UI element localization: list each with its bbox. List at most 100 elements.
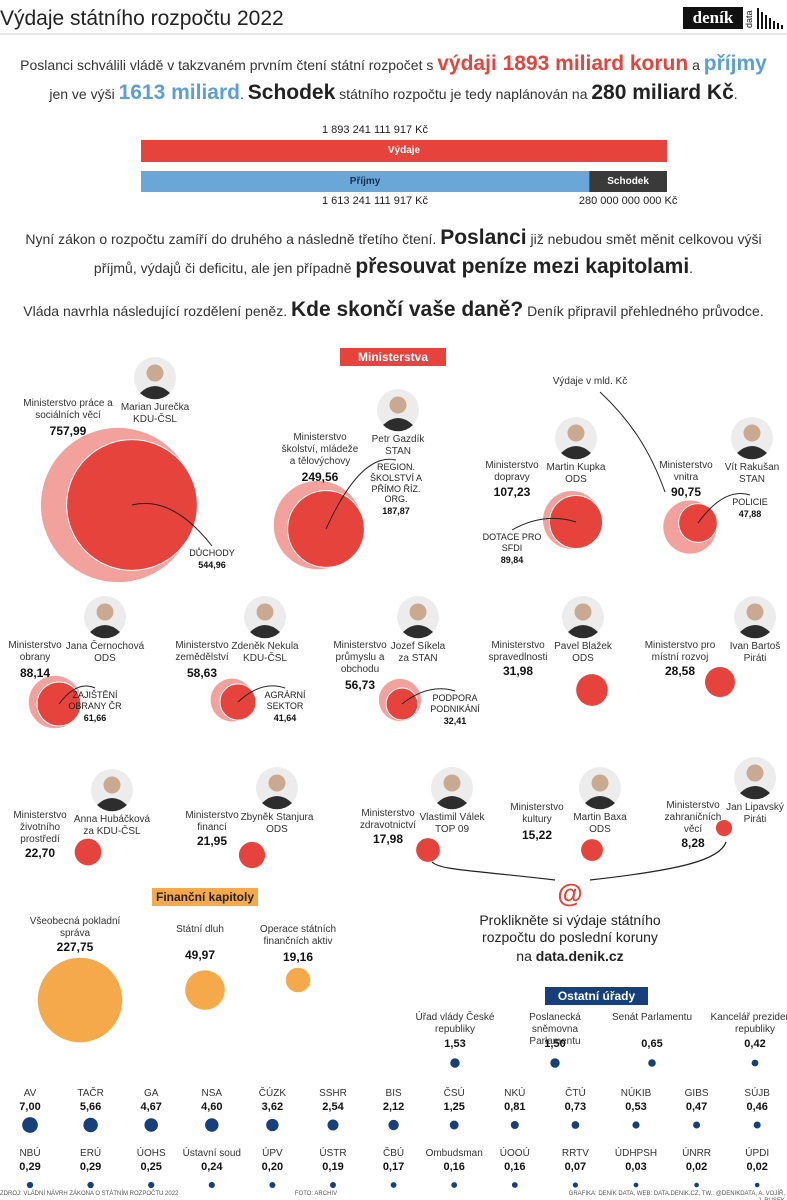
office-name: ČTÚ	[565, 1088, 586, 1099]
dot	[148, 1181, 155, 1189]
office-value: 0,42	[744, 1038, 766, 1050]
office-value: 0,02	[746, 1161, 768, 1173]
ministry-name: Ministerstvo práce a sociálních věcí	[23, 398, 113, 421]
office-value: 2,12	[382, 1101, 405, 1113]
portrait-head	[746, 764, 764, 782]
office-name: RRTV	[561, 1148, 589, 1159]
paragraph: Vláda navrhla následující rozdělení peně…	[20, 296, 767, 325]
office-name: NBÚ	[19, 1148, 41, 1159]
office-value: 0,16	[504, 1161, 526, 1173]
paragraph: Poslanci schválili vládě v takzvaném prv…	[20, 50, 767, 108]
office-name: ČSÚ	[443, 1088, 465, 1099]
ministry-name: Ministerstvo zdravotnictví	[359, 808, 417, 831]
dot	[633, 1182, 639, 1188]
office-name: ÚNRR	[682, 1148, 712, 1159]
bar-name: Příjmy	[349, 176, 381, 187]
chapter-name: Operace státních finančních aktiv	[259, 924, 337, 947]
person-name: Pavel Blažek	[554, 641, 612, 652]
office-value: 1,53	[444, 1038, 466, 1050]
ministry-name: Ministerstvo zemědělství	[175, 640, 229, 663]
sub-value: 41,64	[273, 713, 297, 723]
office-name: Ombudsman	[425, 1148, 483, 1159]
dot	[451, 1182, 458, 1188]
footer-source: ZDROJ: VLÁDNÍ NÁVRH ZÁKONA O STÁTNÍM ROZ…	[0, 1191, 179, 1197]
ministry-name: Ministerstvo školství, mládeže a tělovýc…	[281, 432, 359, 467]
person-party: za STAN	[398, 653, 438, 664]
portrait-body	[97, 798, 127, 812]
office-value: 7,00	[19, 1101, 41, 1113]
ministry-value: 8,28	[681, 836, 705, 850]
office-value: 0,46	[746, 1101, 768, 1113]
dot	[693, 1121, 701, 1129]
text-run: .	[239, 86, 248, 102]
portrait-head	[443, 774, 461, 792]
office-value: 0,20	[261, 1161, 284, 1173]
bar	[589, 171, 667, 192]
unit-arrow	[599, 391, 666, 493]
chapter-value: 19,16	[282, 950, 314, 964]
portrait-body	[437, 796, 467, 810]
sub-name: DOTACE PRO SFDI	[482, 532, 542, 553]
office-value: 0,25	[140, 1161, 162, 1173]
portrait-head	[268, 774, 286, 792]
office-value: 1,25	[443, 1101, 465, 1113]
section-heading: Ministerstva	[357, 350, 429, 364]
dot	[449, 1120, 459, 1130]
office-name: ČBÚ	[383, 1148, 405, 1159]
ministry-name: Ministerstvo financí	[185, 810, 239, 833]
person-name: Marian Jurečka	[120, 402, 190, 413]
person-party: ODS	[565, 474, 587, 485]
bubble	[185, 970, 225, 1010]
bubble	[416, 838, 440, 862]
office-name: ÚPV	[262, 1148, 283, 1159]
portrait-head	[389, 396, 407, 414]
office-value: 0,47	[685, 1101, 708, 1113]
link[interactable]: data.denik.cz	[535, 948, 624, 964]
bubble	[37, 957, 123, 1043]
ministry-value: 17,98	[372, 832, 404, 846]
callout-link-line: na data.denik.cz	[470, 948, 670, 965]
text-run: přesouvat peníze mezi kapitolami	[355, 255, 690, 278]
office-name: ČÚZK	[258, 1088, 286, 1099]
text-run: Poslanci	[440, 226, 527, 249]
bar	[141, 171, 590, 192]
office-name: GA	[143, 1088, 159, 1099]
portrait-head	[409, 603, 427, 621]
chapter-name: Všeobecná pokladní správa	[29, 916, 121, 939]
office-value: 0,29	[79, 1161, 102, 1173]
dot	[390, 1182, 397, 1188]
dot	[388, 1119, 399, 1131]
portrait-body	[383, 418, 413, 432]
dot	[572, 1182, 578, 1188]
ministry-value: 22,70	[24, 846, 56, 860]
ministry-value: 15,22	[521, 828, 553, 842]
dot	[327, 1119, 339, 1131]
callout-icon: @	[557, 878, 583, 908]
person-party: Piráti	[743, 653, 767, 664]
dot	[269, 1182, 276, 1188]
ministry-value: 56,73	[344, 678, 376, 692]
office-value: 0,19	[322, 1161, 344, 1173]
sub-value: 61,66	[83, 713, 107, 723]
sub-name: ZAJIŠTĚNÍ OBRANY ČR	[68, 690, 122, 711]
text-run: výdaji 1893 miliard korun	[437, 52, 689, 75]
dot	[22, 1117, 38, 1133]
text-run: .	[689, 260, 694, 276]
bubble	[238, 841, 266, 869]
callout-text: Proklikněte si výdaje státního rozpočtu …	[479, 912, 661, 945]
office-value: 0,73	[564, 1101, 587, 1113]
sub-name: DŮCHODY	[189, 548, 235, 558]
person-party: STAN	[739, 474, 765, 485]
link-prefix: na	[516, 948, 532, 964]
chapter-value: 227,75	[56, 940, 94, 954]
section-heading-box	[340, 348, 446, 366]
portrait-body	[262, 796, 292, 810]
paragraph: Nyní zákon o rozpočtu zamíří do druhého …	[20, 224, 767, 282]
text-run: jen ve výši	[49, 86, 119, 102]
text-run: 1613 miliard	[118, 81, 240, 104]
office-value: 1,50	[544, 1038, 566, 1050]
ministry-name: Ministerstvo spravedlnosti	[488, 640, 548, 663]
dot	[753, 1121, 761, 1129]
ministry-value: 757,99	[49, 424, 87, 438]
